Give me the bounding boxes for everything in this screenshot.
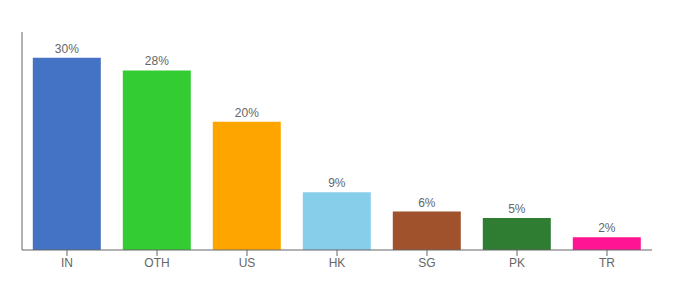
svg-text:30%: 30% — [55, 42, 79, 56]
svg-text:HK: HK — [329, 256, 346, 270]
svg-text:2%: 2% — [598, 221, 616, 235]
svg-text:OTH: OTH — [144, 256, 169, 270]
svg-text:9%: 9% — [328, 176, 346, 190]
svg-text:TR: TR — [599, 256, 615, 270]
svg-text:6%: 6% — [418, 196, 436, 210]
svg-text:28%: 28% — [145, 54, 169, 68]
svg-text:20%: 20% — [235, 106, 259, 120]
svg-text:5%: 5% — [508, 202, 526, 216]
svg-text:IN: IN — [61, 256, 73, 270]
svg-text:PK: PK — [509, 256, 525, 270]
svg-text:SG: SG — [418, 256, 435, 270]
svg-text:US: US — [239, 256, 256, 270]
